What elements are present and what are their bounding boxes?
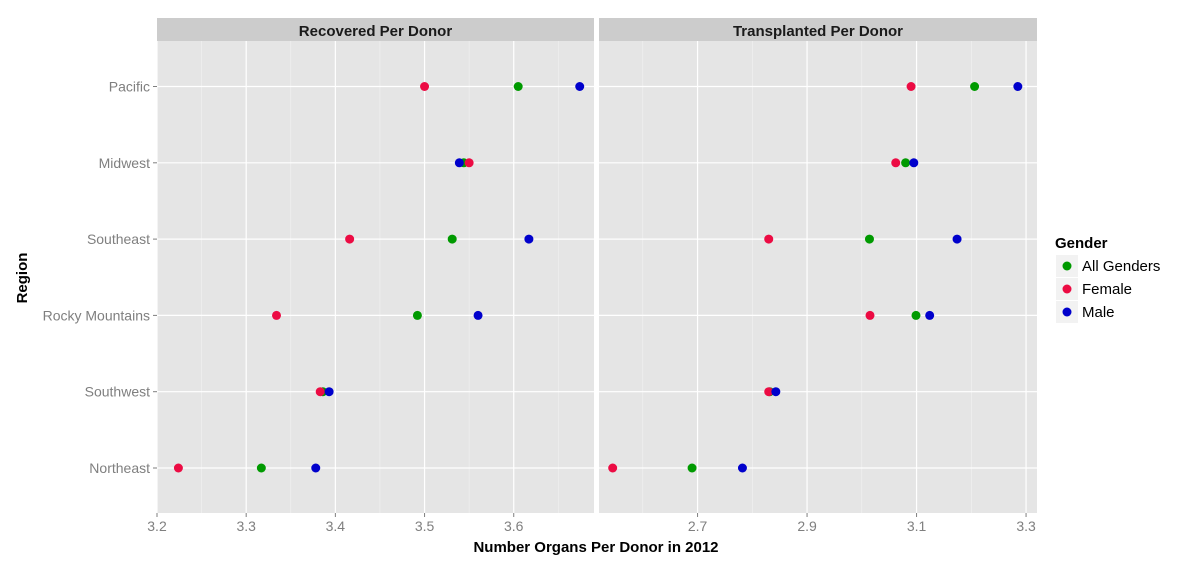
data-point <box>737 463 747 473</box>
data-point <box>173 463 183 473</box>
data-point <box>513 82 523 91</box>
data-point <box>447 234 457 244</box>
y-tick-label: Southwest <box>85 384 150 400</box>
data-point <box>256 463 266 473</box>
x-tick-label: 3.2 <box>147 518 167 534</box>
legend-key-point <box>1062 261 1072 271</box>
data-point <box>911 310 921 320</box>
data-point <box>524 234 534 244</box>
data-point <box>906 82 916 91</box>
data-point <box>901 158 911 168</box>
data-point <box>345 234 355 244</box>
facet-title: Recovered Per Donor <box>299 23 453 40</box>
legend: Gender All Genders Female Male <box>1055 235 1160 323</box>
data-point <box>970 82 980 91</box>
x-tick-label: 2.7 <box>688 518 708 534</box>
facet-title: Transplanted Per Donor <box>733 23 903 40</box>
facet-panel: Transplanted Per Donor 2.7 2.9 3.1 3.3 <box>599 18 1037 534</box>
legend-entry-label: Male <box>1082 304 1115 321</box>
data-point <box>764 387 774 397</box>
data-point <box>464 158 474 168</box>
data-point <box>324 387 334 397</box>
data-point <box>420 82 430 91</box>
y-tick-label: Rocky Mountains <box>43 307 150 323</box>
legend-key-point <box>1062 307 1072 317</box>
y-tick-label: Southeast <box>87 231 150 247</box>
facet-panel: Recovered Per Donor 3.2 3.3 3.4 3.5 3.6 <box>147 18 594 534</box>
x-tick-label: 3.6 <box>504 518 524 534</box>
x-tick-label: 3.1 <box>907 518 927 534</box>
data-point <box>891 158 901 168</box>
data-point <box>865 310 875 320</box>
panel-background <box>599 41 1037 513</box>
facet-strip <box>599 18 1037 41</box>
data-point <box>272 310 282 320</box>
panels-layer: Recovered Per Donor 3.2 3.3 3.4 3.5 3.6 Transp… <box>147 18 1037 534</box>
data-point <box>909 158 919 168</box>
legend-entry-label: All Genders <box>1082 258 1160 275</box>
legend-key-point <box>1062 284 1072 294</box>
data-point <box>454 158 464 168</box>
x-axis-title: Number Organs Per Donor in 2012 <box>473 539 718 556</box>
data-point <box>608 463 618 473</box>
data-point <box>952 234 962 244</box>
data-point <box>925 310 935 320</box>
legend-entry-label: Female <box>1082 281 1132 298</box>
data-point <box>311 463 321 473</box>
x-tick-label: 3.3 <box>236 518 256 534</box>
panel-background <box>157 41 594 513</box>
y-tick-label: Midwest <box>99 155 150 171</box>
legend-title: Gender <box>1055 235 1108 252</box>
x-tick-label: 2.9 <box>797 518 817 534</box>
data-point <box>687 463 697 473</box>
y-tick-labels: Northeast Southwest Rocky Mountains Southea… <box>43 79 157 476</box>
data-point <box>473 310 483 320</box>
data-point <box>575 82 585 91</box>
data-point <box>764 234 774 244</box>
y-axis-title: Region <box>14 253 31 304</box>
data-point <box>771 387 781 397</box>
y-tick-label: Pacific <box>109 79 150 95</box>
data-point <box>864 234 874 244</box>
data-point <box>1013 82 1023 91</box>
data-point <box>412 310 422 320</box>
x-tick-label: 3.4 <box>326 518 346 534</box>
y-tick-label: Northeast <box>89 460 150 476</box>
x-tick-label: 3.3 <box>1016 518 1036 534</box>
x-tick-label: 3.5 <box>415 518 435 534</box>
data-point <box>315 387 325 397</box>
facet-strip <box>157 18 594 41</box>
